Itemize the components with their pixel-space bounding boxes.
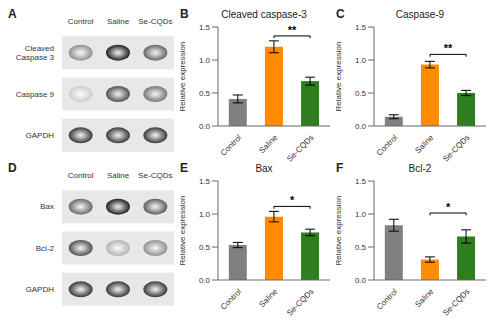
svg-text:0.0: 0.0 — [355, 122, 367, 131]
svg-text:Caspase 9: Caspase 9 — [16, 90, 55, 99]
svg-text:0.0: 0.0 — [355, 276, 367, 285]
svg-text:GAPDH: GAPDH — [26, 131, 55, 140]
svg-text:0.5: 0.5 — [355, 89, 367, 98]
svg-text:Control: Control — [375, 133, 400, 158]
html-text:E: E — [180, 161, 188, 175]
svg-text:**: ** — [288, 24, 297, 36]
svg-text:1.5: 1.5 — [355, 177, 367, 186]
svg-text:Relative expression: Relative expression — [336, 42, 343, 112]
svg-text:*: * — [290, 194, 295, 206]
svg-text:Bax: Bax — [40, 202, 54, 211]
svg-text:Relative expression: Relative expression — [180, 196, 187, 266]
svg-text:GAPDH: GAPDH — [26, 285, 55, 294]
svg-text:Se-CQDs: Se-CQDs — [285, 133, 316, 162]
svg-text:Saline: Saline — [257, 287, 279, 309]
svg-text:1.0: 1.0 — [355, 56, 367, 65]
svg-text:*: * — [446, 201, 451, 213]
svg-text:Se-CQDs: Se-CQDs — [441, 133, 472, 162]
svg-text:Control: Control — [219, 287, 244, 312]
svg-text:**: ** — [444, 42, 453, 54]
html-text:Bcl-2: Bcl-2 — [408, 163, 432, 174]
svg-text:Control: Control — [68, 171, 94, 180]
svg-text:Saline: Saline — [107, 17, 130, 26]
svg-text:0.0: 0.0 — [199, 276, 211, 285]
svg-text:1.5: 1.5 — [355, 23, 367, 32]
svg-text:Saline: Saline — [107, 171, 130, 180]
svg-text:Control: Control — [68, 17, 94, 26]
svg-text:1.5: 1.5 — [199, 177, 211, 186]
html-text:Caspase-9: Caspase-9 — [395, 9, 445, 20]
html-text:B: B — [180, 7, 189, 21]
svg-text:Control: Control — [375, 287, 400, 312]
html-text:D: D — [8, 161, 17, 175]
svg-text:0.5: 0.5 — [199, 243, 211, 252]
svg-text:Se-CQDs: Se-CQDs — [138, 171, 172, 180]
svg-text:Se-CQDs: Se-CQDs — [285, 287, 316, 316]
svg-text:0.5: 0.5 — [199, 89, 211, 98]
svg-text:Se-CQDs: Se-CQDs — [441, 287, 472, 316]
svg-text:Saline: Saline — [413, 133, 435, 155]
html-text:Cleaved caspase-3: Cleaved caspase-3 — [221, 9, 307, 20]
svg-text:1.0: 1.0 — [199, 210, 211, 219]
svg-text:Saline: Saline — [413, 287, 435, 309]
html-text:F: F — [336, 161, 344, 175]
svg-text:Control: Control — [219, 133, 244, 158]
svg-text:1.0: 1.0 — [199, 56, 211, 65]
svg-text:Bcl-2: Bcl-2 — [36, 244, 55, 253]
svg-text:1.5: 1.5 — [199, 23, 211, 32]
html-text:A: A — [8, 7, 17, 21]
html-text:C: C — [336, 7, 345, 21]
svg-text:1.0: 1.0 — [355, 210, 367, 219]
html-text:Bax: Bax — [255, 163, 273, 174]
svg-text:CleavedCaspase 3: CleavedCaspase 3 — [16, 44, 55, 62]
svg-text:Relative expression: Relative expression — [180, 42, 187, 112]
svg-text:Saline: Saline — [257, 133, 279, 155]
svg-text:0.5: 0.5 — [355, 243, 367, 252]
svg-text:0.0: 0.0 — [199, 122, 211, 131]
svg-text:Relative expression: Relative expression — [336, 196, 343, 266]
svg-text:Se-CQDs: Se-CQDs — [138, 17, 172, 26]
